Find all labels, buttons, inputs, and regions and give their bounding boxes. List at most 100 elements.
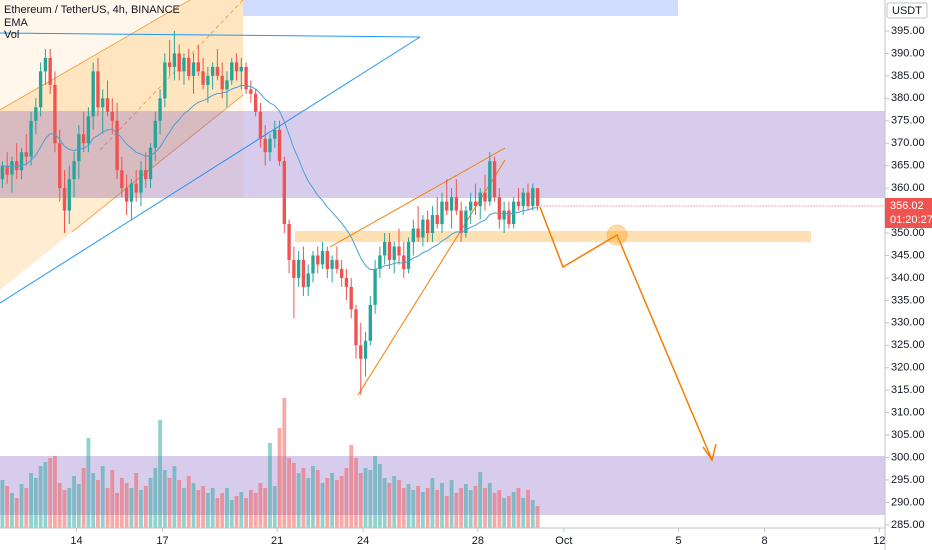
volume-bar	[492, 493, 497, 528]
volume-bar	[43, 462, 48, 528]
candle-body	[167, 62, 172, 67]
y-tick-label: 295.00	[891, 474, 925, 486]
y-tick-label: 395.00	[891, 25, 925, 37]
volume-bar	[430, 478, 435, 528]
y-tick-label: 330.00	[891, 317, 925, 329]
y-tick-label: 305.00	[891, 429, 925, 441]
candle-body	[368, 304, 372, 341]
volume-bar	[530, 500, 535, 528]
candle-body	[292, 259, 296, 278]
volume-bar	[72, 476, 76, 528]
candle-body	[526, 192, 530, 207]
candle-body	[363, 340, 368, 359]
volume-bar	[440, 483, 444, 528]
y-tick-label: 320.00	[891, 362, 925, 374]
x-tick-label: 28	[472, 535, 484, 547]
candle-body	[282, 161, 286, 225]
volume-bar	[19, 484, 24, 528]
candle-body	[177, 53, 181, 72]
candle-body	[449, 197, 454, 211]
volume-bar	[526, 490, 530, 528]
candle-body	[502, 210, 506, 220]
trend-line	[0, 32, 421, 38]
volume-bar	[344, 468, 349, 528]
currency-box	[886, 2, 928, 19]
volume-bar	[57, 483, 62, 528]
projection	[539, 206, 717, 462]
volume-bar	[516, 488, 521, 528]
candle-body	[34, 107, 38, 121]
volume-bar	[411, 490, 416, 528]
wedge-line	[329, 147, 506, 248]
volume-bar	[24, 488, 29, 528]
volume-bar	[311, 466, 315, 528]
candle-body	[296, 259, 301, 278]
volume-bar	[535, 506, 540, 528]
volume-bar	[382, 478, 387, 528]
candle-body	[0, 165, 5, 180]
candle-body	[531, 188, 535, 207]
volume-bar	[334, 480, 339, 528]
volume-bar	[119, 478, 124, 528]
candle-body	[62, 188, 67, 211]
candle-body	[239, 66, 243, 72]
candle-body	[354, 309, 358, 346]
candle-body	[382, 242, 387, 256]
candle-body	[258, 111, 263, 139]
volume-bar	[306, 478, 311, 528]
volume-bar	[38, 466, 43, 528]
candle-body	[86, 116, 91, 144]
x-tick-label: 8	[761, 535, 767, 547]
volume-bar	[521, 498, 526, 528]
y-tick-label: 290.00	[891, 496, 925, 508]
candle-body	[287, 224, 291, 260]
last-price-box	[885, 197, 932, 228]
candle-body	[507, 210, 511, 225]
volume-bar	[296, 473, 301, 528]
candle-body	[459, 210, 463, 234]
y-tick-label: 385.00	[891, 70, 925, 82]
candle-body	[344, 277, 349, 287]
candle-body	[330, 259, 334, 269]
y-tick-label: 335.00	[891, 294, 925, 306]
volume-bar	[148, 478, 153, 528]
volume-bar	[368, 470, 373, 528]
volume-bar	[425, 488, 430, 528]
volume-bar	[454, 493, 459, 528]
volume-bar	[124, 483, 129, 528]
candle-body	[91, 71, 95, 117]
volume-bar	[449, 480, 454, 528]
candle-body	[349, 286, 353, 310]
candle-body	[81, 134, 86, 144]
candle-body	[153, 120, 157, 148]
volume-bar	[387, 483, 392, 528]
candle-body	[148, 147, 153, 180]
volume-bar	[234, 496, 239, 528]
y-tick-label: 380.00	[891, 92, 925, 104]
candle-body	[421, 219, 425, 238]
candle-body	[320, 250, 325, 265]
volume-bar	[177, 480, 182, 528]
volume-bar	[158, 420, 162, 528]
volume-bar	[487, 483, 492, 528]
volume-bar	[48, 458, 53, 528]
volume-bar	[220, 493, 225, 528]
candle-body	[325, 250, 329, 269]
volume-bar	[229, 500, 234, 528]
candle-body	[440, 201, 444, 225]
y-tick-label: 325.00	[891, 339, 925, 351]
volume-bar	[105, 488, 110, 528]
volume-bar	[210, 488, 215, 528]
candle-body	[464, 210, 468, 234]
volume-bar	[14, 498, 19, 528]
volume-bar	[397, 480, 401, 528]
volume-bar	[287, 458, 292, 528]
candle-body	[268, 138, 272, 153]
volume-bar	[110, 470, 115, 528]
volume-bar	[76, 484, 81, 528]
volume-bar	[272, 486, 277, 528]
candle-body	[488, 161, 492, 202]
countdown: 01:20:27	[890, 214, 932, 226]
projection-path	[539, 206, 713, 461]
volume-bar	[416, 486, 421, 528]
